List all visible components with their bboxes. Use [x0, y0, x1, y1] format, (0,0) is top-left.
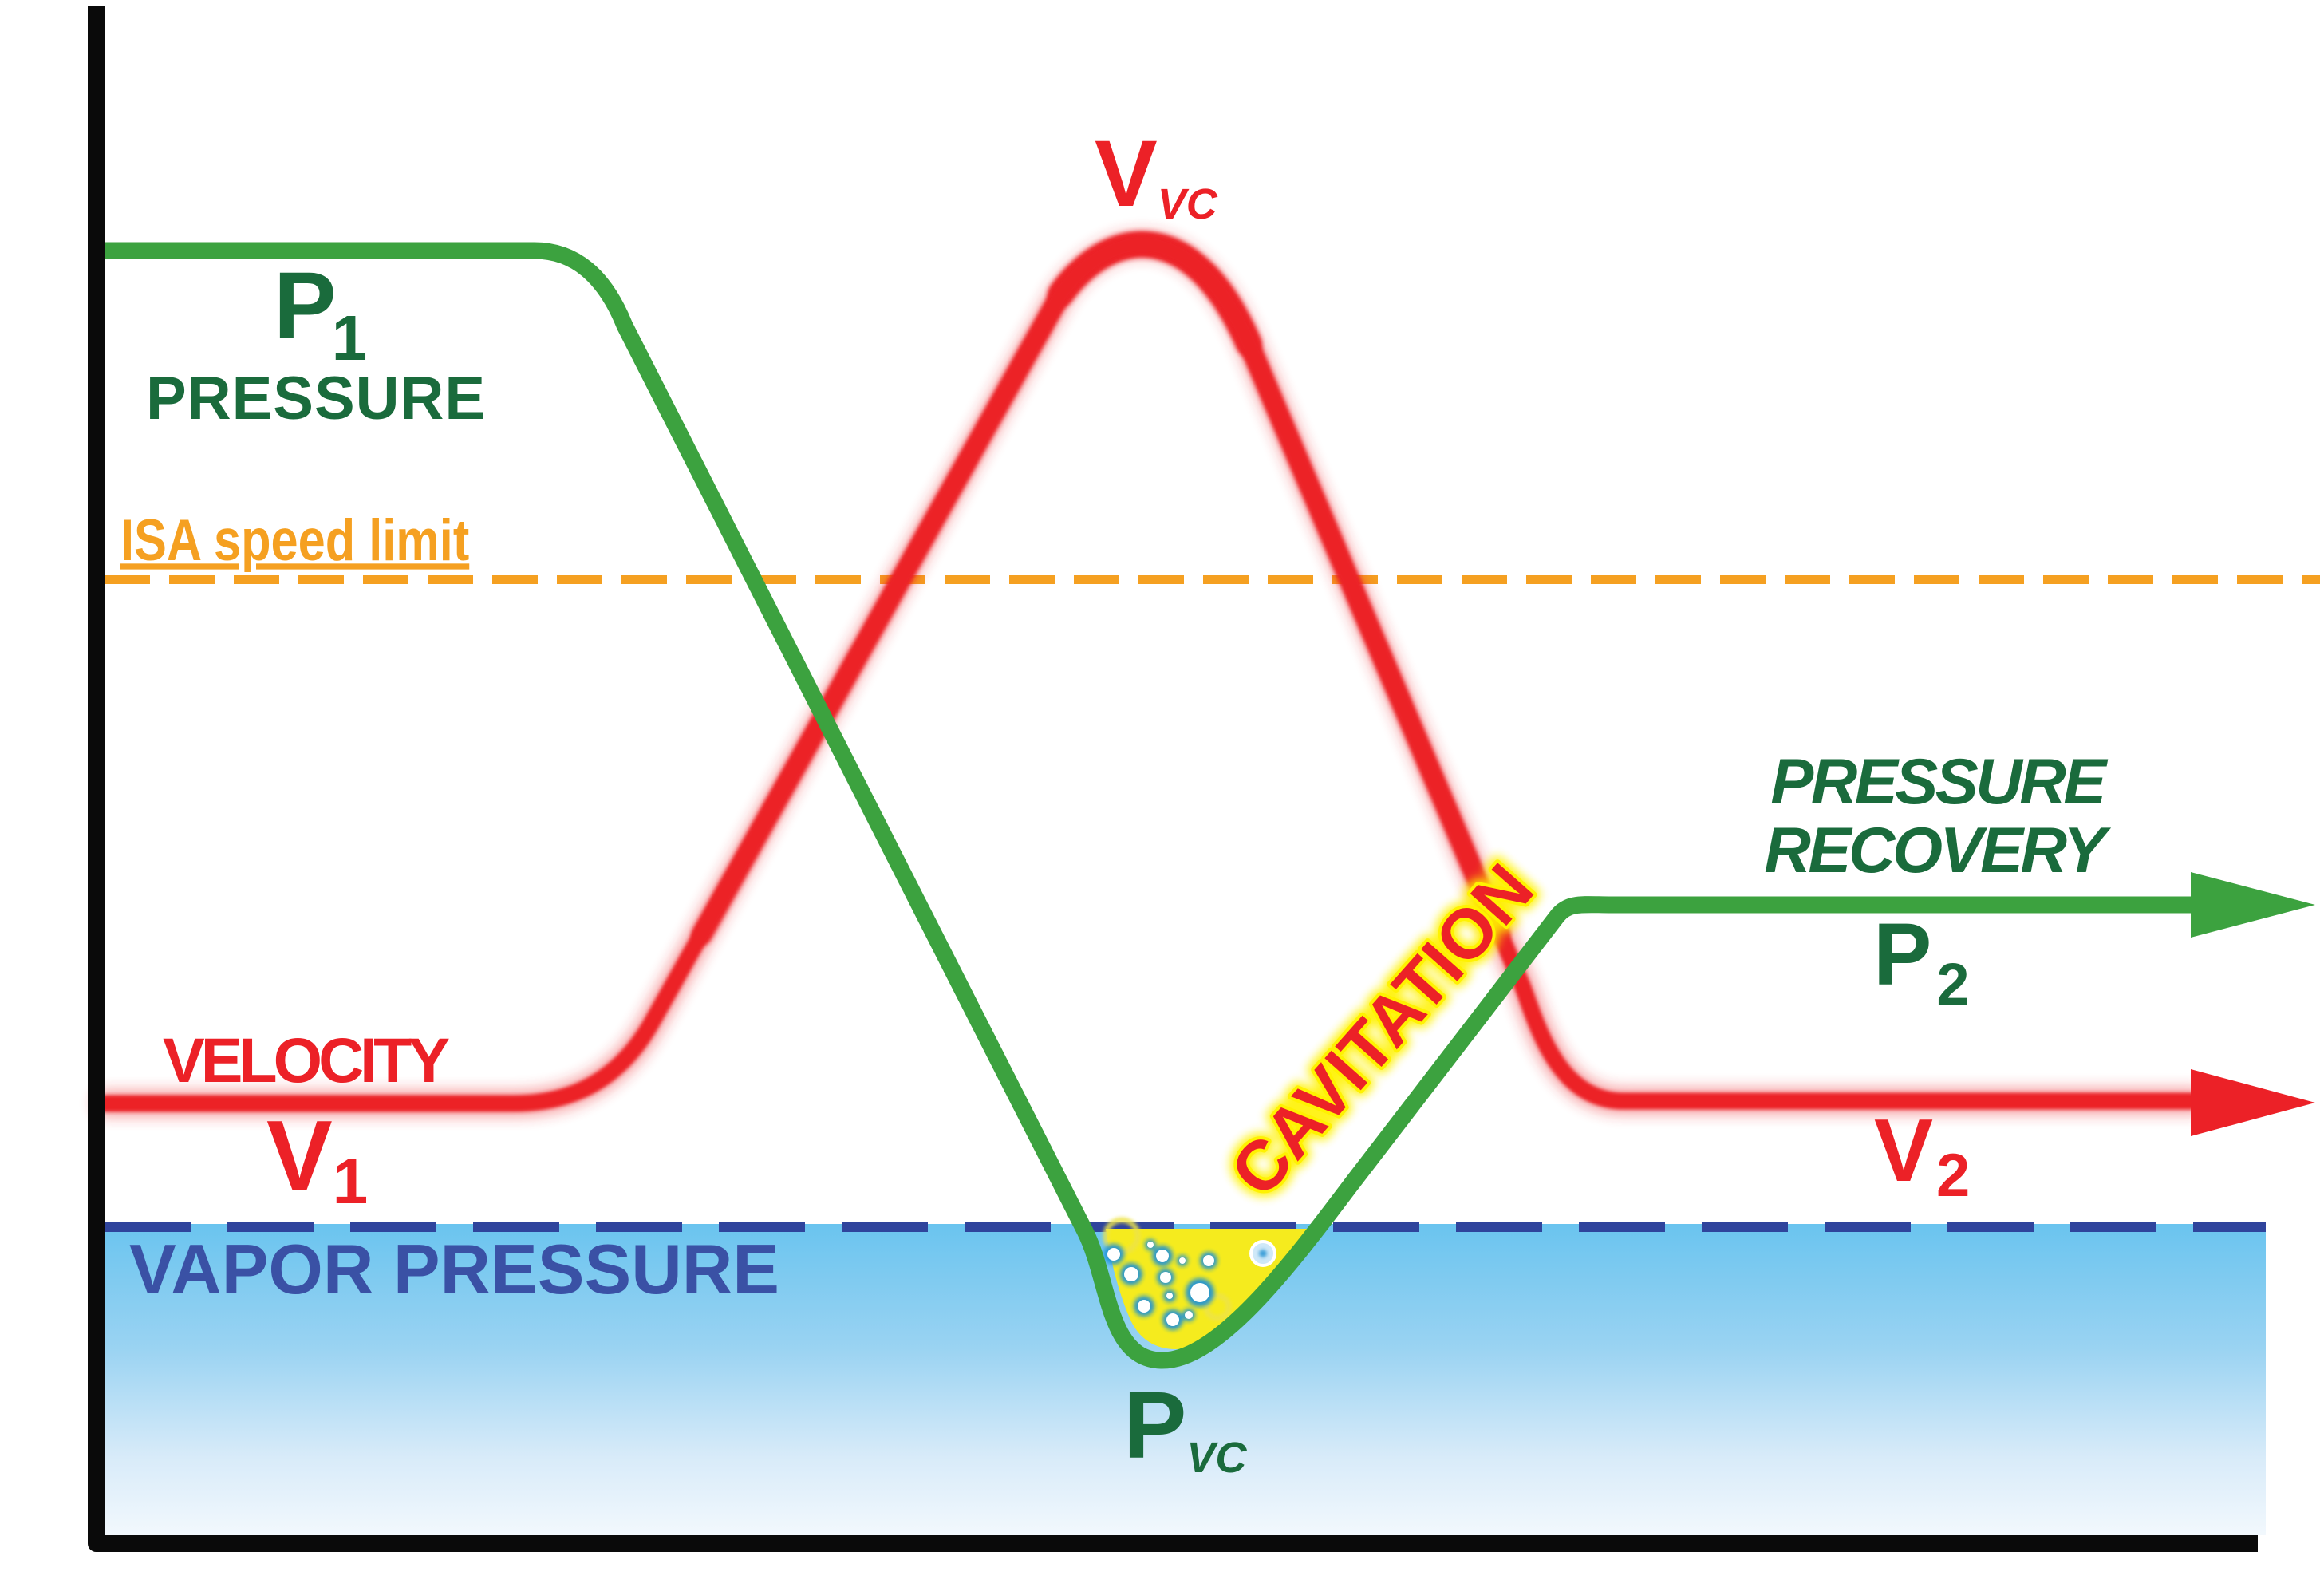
svg-text:P2: P2: [1873, 906, 1970, 1017]
svg-text:VELOCITY: VELOCITY: [163, 1024, 449, 1096]
svg-text:ISA speed limit: ISA speed limit: [120, 508, 469, 573]
svg-text:VAPOR PRESSURE: VAPOR PRESSURE: [129, 1230, 779, 1309]
svg-text:PRESSURE: PRESSURE: [146, 365, 486, 432]
svg-text:RECOVERY: RECOVERY: [1764, 815, 2112, 886]
svg-text:PRESSURE: PRESSURE: [1770, 746, 2109, 818]
